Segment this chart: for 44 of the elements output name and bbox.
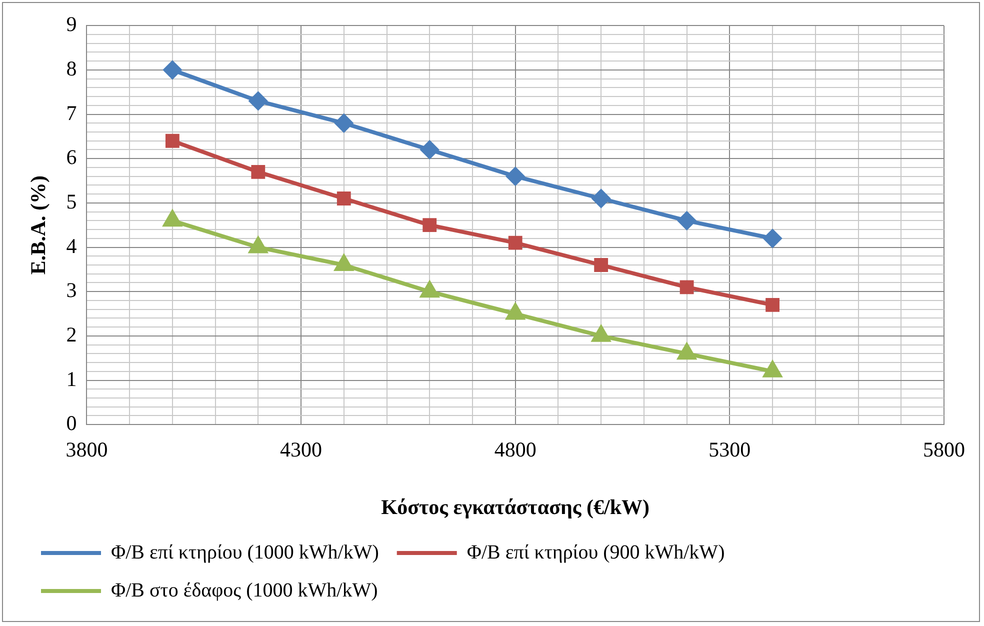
point [163,60,182,79]
legend-label: Φ/Β επί κτηρίου (1000 kWh/kW) [111,541,379,564]
point [164,210,182,227]
point [506,304,524,320]
point [165,134,180,148]
legend-label: Φ/Β επί κτηρίου (900 kWh/kW) [466,541,725,564]
x-tick-label: 4300 [280,438,322,462]
y-axis-title: Ε.Β.Α. (%) [26,176,50,275]
point [678,344,696,360]
x-tick-label: 3800 [66,438,108,462]
point [680,280,694,294]
x-tick-label: 4800 [494,438,536,462]
x-tick-label: 5800 [923,438,965,462]
y-tick-label: 3 [66,278,77,302]
y-tick-label: 6 [66,145,77,170]
y-tick-label: 0 [66,411,77,436]
point [678,212,696,230]
y-tick-label: 1 [66,366,77,391]
y-tick-label: 5 [66,189,77,214]
legend-label: Φ/Β στο έδαφος (1000 kWh/kW) [111,579,378,602]
point [594,258,608,272]
point [506,167,524,186]
point [592,190,610,208]
point [334,114,353,132]
point [592,326,610,342]
point [336,192,351,206]
y-tick-label: 8 [66,56,77,80]
y-tick-label: 4 [66,234,78,258]
point [251,164,266,179]
x-tick-label: 5300 [708,438,751,462]
point [422,218,437,232]
point [334,255,353,271]
point [420,140,439,159]
point [420,282,439,298]
point [249,237,268,254]
point [508,236,522,250]
y-tick-label: 9 [66,12,77,36]
x-axis-title: Κόστος εγκατάστασης (€/kW) [381,494,650,519]
point [766,298,780,312]
point [764,229,782,248]
y-tick-label: 2 [66,322,77,346]
point [249,92,268,110]
y-tick-label: 7 [66,100,77,125]
point [764,361,782,378]
